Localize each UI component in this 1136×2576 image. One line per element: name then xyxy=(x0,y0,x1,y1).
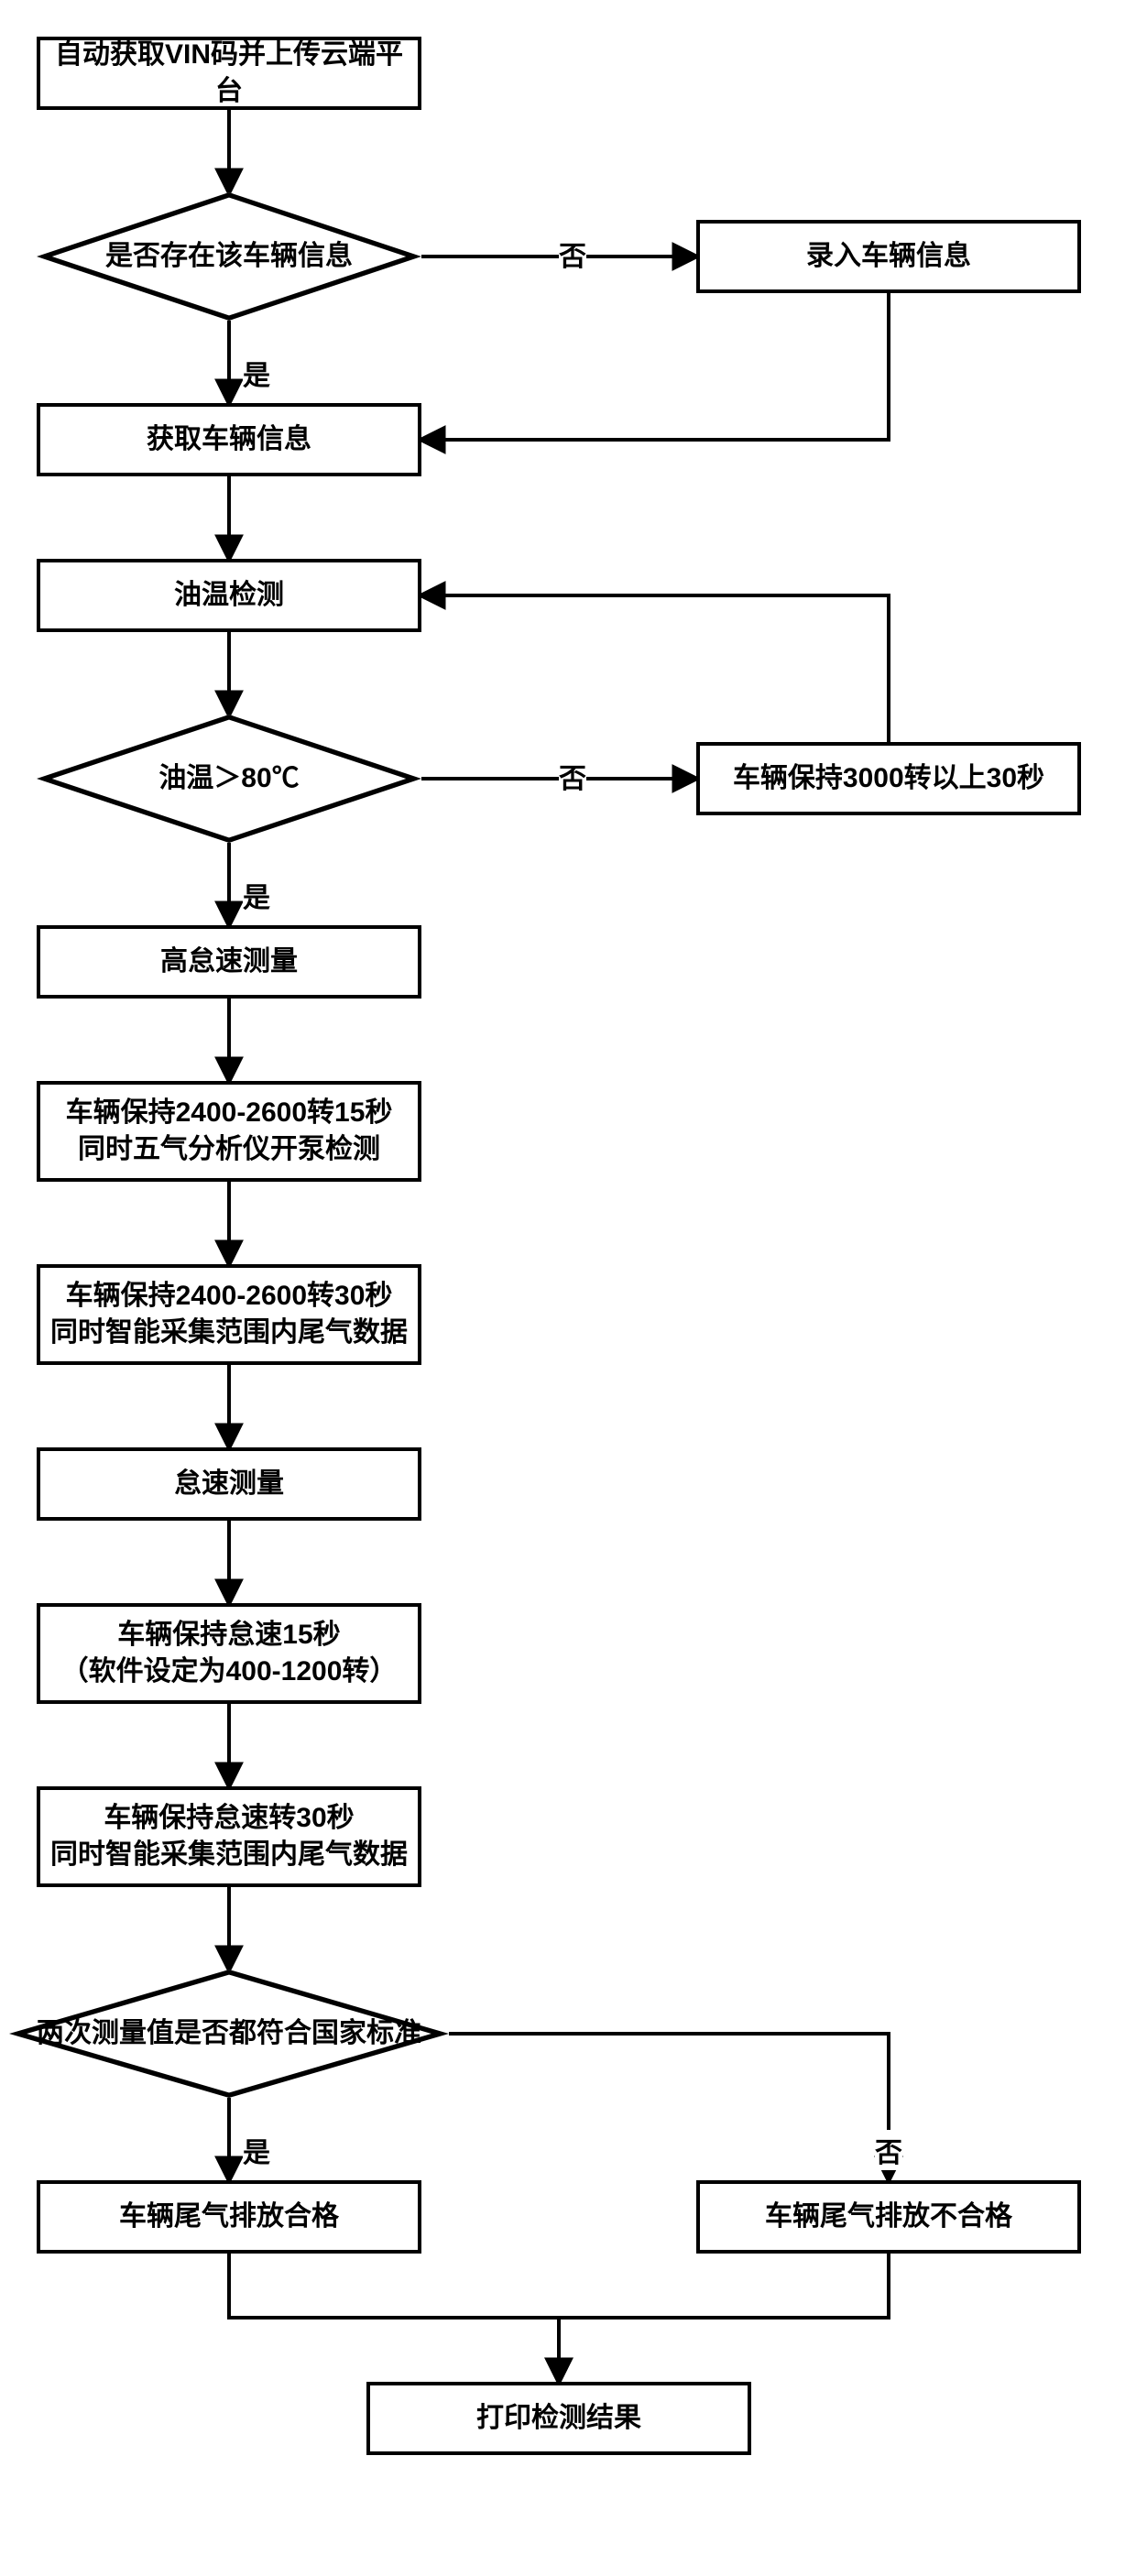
node-n5: 车辆保持3000转以上30秒 xyxy=(696,742,1081,815)
edge-n2-n3 xyxy=(421,293,889,440)
edge-n5-n4 xyxy=(421,595,889,742)
edge-label-d3-n13: 否 xyxy=(875,2130,902,2170)
edge-n12-n14 xyxy=(229,2254,559,2382)
edge-label-d2-n6: 是 xyxy=(243,875,270,915)
edge-label-d1-n2: 否 xyxy=(559,234,586,274)
node-n11: 车辆保持怠速转30秒 同时智能采集范围内尾气数据 xyxy=(37,1786,421,1887)
node-n3: 获取车辆信息 xyxy=(37,403,421,476)
node-text-n11: 车辆保持怠速转30秒 同时智能采集范围内尾气数据 xyxy=(50,1800,408,1874)
node-text-n4: 油温检测 xyxy=(174,577,284,615)
node-n1: 自动获取VIN码并上传云端平台 xyxy=(37,37,421,110)
edge-d3-n13 xyxy=(449,2034,889,2180)
node-n7: 车辆保持2400-2600转15秒 同时五气分析仪开泵检测 xyxy=(37,1081,421,1182)
edge-label-d1-n3: 是 xyxy=(243,353,270,393)
node-text-n13: 车辆尾气排放不合格 xyxy=(765,2199,1012,2236)
node-n2: 录入车辆信息 xyxy=(696,220,1081,293)
decision-d2: 油温＞80℃ xyxy=(37,715,421,843)
decision-text-d3: 两次测量值是否都符合国家标准 xyxy=(37,2015,421,2053)
decision-d1: 是否存在该车辆信息 xyxy=(37,192,421,321)
node-text-n6: 高怠速测量 xyxy=(160,944,298,981)
node-n12: 车辆尾气排放合格 xyxy=(37,2180,421,2254)
node-text-n14: 打印检测结果 xyxy=(476,2400,641,2438)
node-text-n7: 车辆保持2400-2600转15秒 同时五气分析仪开泵检测 xyxy=(66,1095,393,1169)
node-n9: 怠速测量 xyxy=(37,1447,421,1521)
decision-d3: 两次测量值是否都符合国家标准 xyxy=(9,1970,449,2098)
node-text-n8: 车辆保持2400-2600转30秒 同时智能采集范围内尾气数据 xyxy=(50,1278,408,1352)
decision-text-d1: 是否存在该车辆信息 xyxy=(105,238,353,276)
node-text-n9: 怠速测量 xyxy=(174,1466,284,1503)
node-text-n1: 自动获取VIN码并上传云端平台 xyxy=(49,37,409,111)
edge-label-d3-n12: 是 xyxy=(243,2130,270,2170)
decision-text-d2: 油温＞80℃ xyxy=(158,760,299,798)
node-n6: 高怠速测量 xyxy=(37,925,421,999)
node-n14: 打印检测结果 xyxy=(366,2382,751,2455)
node-n4: 油温检测 xyxy=(37,559,421,632)
edge-n13-n14 xyxy=(559,2254,889,2382)
node-text-n12: 车辆尾气排放合格 xyxy=(119,2199,339,2236)
node-n13: 车辆尾气排放不合格 xyxy=(696,2180,1081,2254)
node-n10: 车辆保持怠速15秒 （软件设定为400-1200转） xyxy=(37,1603,421,1704)
node-n8: 车辆保持2400-2600转30秒 同时智能采集范围内尾气数据 xyxy=(37,1264,421,1365)
edge-label-d2-n5: 否 xyxy=(559,756,586,796)
node-text-n5: 车辆保持3000转以上30秒 xyxy=(733,760,1044,798)
node-text-n3: 获取车辆信息 xyxy=(147,421,311,459)
node-text-n10: 车辆保持怠速15秒 （软件设定为400-1200转） xyxy=(61,1617,398,1691)
flowchart-canvas: 自动获取VIN码并上传云端平台是否存在该车辆信息 录入车辆信息获取车辆信息油温检测… xyxy=(0,0,1136,2576)
node-text-n2: 录入车辆信息 xyxy=(806,238,971,276)
